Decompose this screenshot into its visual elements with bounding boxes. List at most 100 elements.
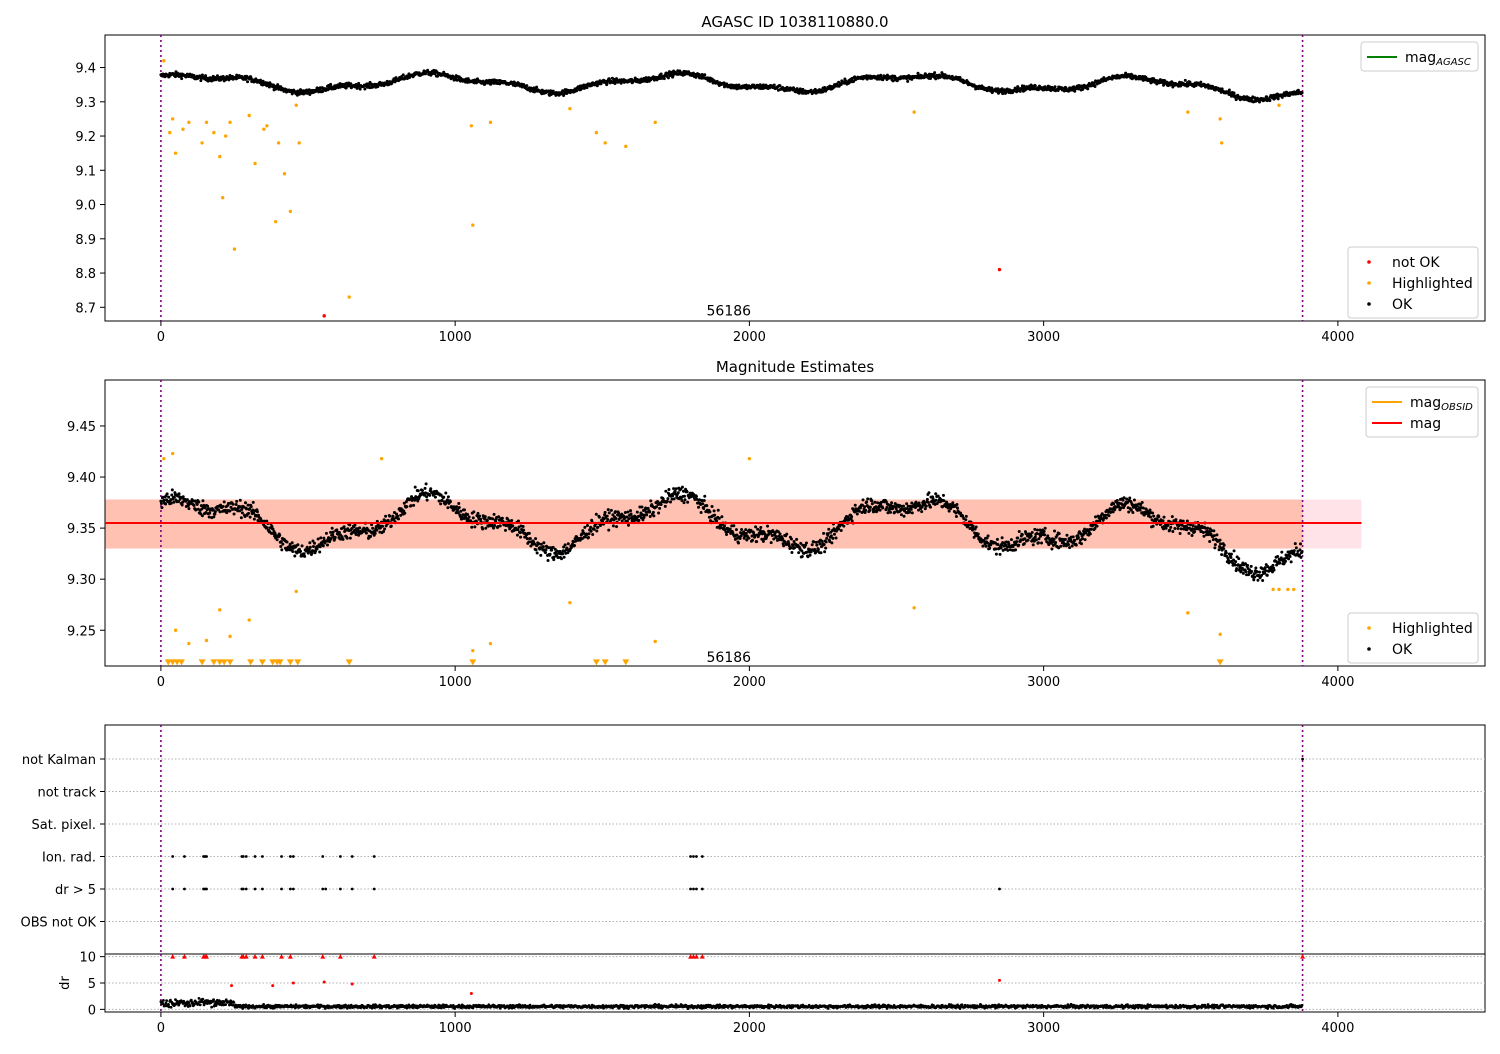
ok-point — [1058, 532, 1061, 535]
ok-point — [1010, 538, 1013, 541]
highlighted-point — [224, 134, 227, 137]
ok-point — [247, 504, 250, 507]
ok-point — [1220, 553, 1223, 556]
highlighted-point — [283, 172, 286, 175]
ok-point — [519, 531, 522, 534]
ok-point — [213, 513, 216, 516]
ok-point — [491, 517, 494, 520]
ok-point — [906, 80, 909, 83]
x-tick-label: 1000 — [439, 330, 472, 345]
legend-label: mag — [1410, 416, 1441, 432]
ok-point — [1043, 533, 1046, 536]
x-tick-label: 0 — [157, 330, 165, 345]
highlighted-point — [218, 608, 221, 611]
ok-point — [833, 533, 836, 536]
ok-point — [1093, 85, 1096, 88]
ok-point — [1261, 579, 1264, 582]
ok-point — [647, 507, 650, 510]
ok-point — [1001, 536, 1004, 539]
flag-point — [254, 855, 257, 858]
ok-point — [666, 497, 669, 500]
ok-point — [331, 527, 334, 530]
ok-point — [160, 506, 163, 509]
ok-point — [1208, 540, 1211, 543]
ok-point — [266, 526, 269, 529]
ok-point — [925, 505, 928, 508]
ok-point — [1123, 496, 1126, 499]
ok-point — [595, 530, 598, 533]
ok-point — [1293, 549, 1296, 552]
ok-point — [825, 537, 828, 540]
ok-point — [811, 543, 814, 546]
ok-point — [534, 537, 537, 540]
ok-point — [306, 546, 309, 549]
dr-ok-point — [170, 1006, 173, 1009]
flag-point — [689, 855, 692, 858]
ok-point — [365, 532, 368, 535]
y-tick-label: 9.40 — [67, 471, 96, 486]
ok-point — [850, 515, 853, 518]
highlighted-point — [1186, 611, 1189, 614]
ok-point — [819, 551, 822, 554]
ok-point — [837, 528, 840, 531]
highlighted-point — [568, 107, 571, 110]
highlighted-below-range-marker — [602, 659, 609, 665]
ok-point — [1116, 499, 1119, 502]
highlighted-point — [654, 640, 657, 643]
ok-point — [854, 504, 857, 507]
legend-point-marker — [1367, 626, 1371, 630]
ok-point — [537, 542, 540, 545]
flag-point — [171, 888, 174, 891]
ok-point — [975, 525, 978, 528]
ok-point — [995, 553, 998, 556]
ok-point — [244, 501, 247, 504]
ok-point — [544, 548, 547, 551]
ok-point — [410, 504, 413, 507]
highlighted-point — [228, 121, 231, 124]
y-tick-label: 9.30 — [67, 573, 96, 588]
ok-point — [484, 515, 487, 518]
flag-point — [242, 855, 245, 858]
ok-point — [606, 515, 609, 518]
ok-point — [596, 526, 599, 529]
ok-point — [1233, 549, 1236, 552]
ok-point — [812, 540, 815, 543]
obsid-label: 56186 — [707, 304, 752, 320]
ok-point — [648, 510, 651, 513]
ok-point — [626, 510, 629, 513]
ok-point — [972, 524, 975, 527]
ok-point — [660, 503, 663, 506]
ok-point — [472, 510, 475, 513]
x-tick-label: 2000 — [733, 675, 766, 690]
flag-point — [321, 888, 324, 891]
ok-point — [658, 507, 661, 510]
ok-point — [1142, 506, 1145, 509]
ok-point — [563, 556, 566, 559]
ok-point — [575, 89, 578, 92]
ok-point — [299, 550, 302, 553]
ok-point — [702, 507, 705, 510]
ok-point — [358, 526, 361, 529]
ok-point — [1271, 564, 1274, 567]
ok-point — [729, 528, 732, 531]
ok-point — [1250, 565, 1253, 568]
ok-point — [885, 506, 888, 509]
ok-point — [1089, 532, 1092, 535]
ok-point — [583, 526, 586, 529]
ok-point — [349, 537, 352, 540]
ok-point — [172, 501, 175, 504]
ok-point — [359, 88, 362, 91]
dr-ok-point — [162, 999, 165, 1002]
ok-point — [1093, 527, 1096, 530]
ok-point — [573, 544, 576, 547]
ok-point — [334, 536, 337, 539]
ok-point — [926, 498, 929, 501]
ok-point — [1034, 536, 1037, 539]
y-tick-label: 9.45 — [67, 420, 96, 435]
ok-point — [864, 509, 867, 512]
ok-point — [1052, 538, 1055, 541]
ok-point — [1228, 89, 1231, 92]
ok-point — [684, 498, 687, 501]
ok-point — [1234, 560, 1237, 563]
ok-point — [908, 511, 911, 514]
